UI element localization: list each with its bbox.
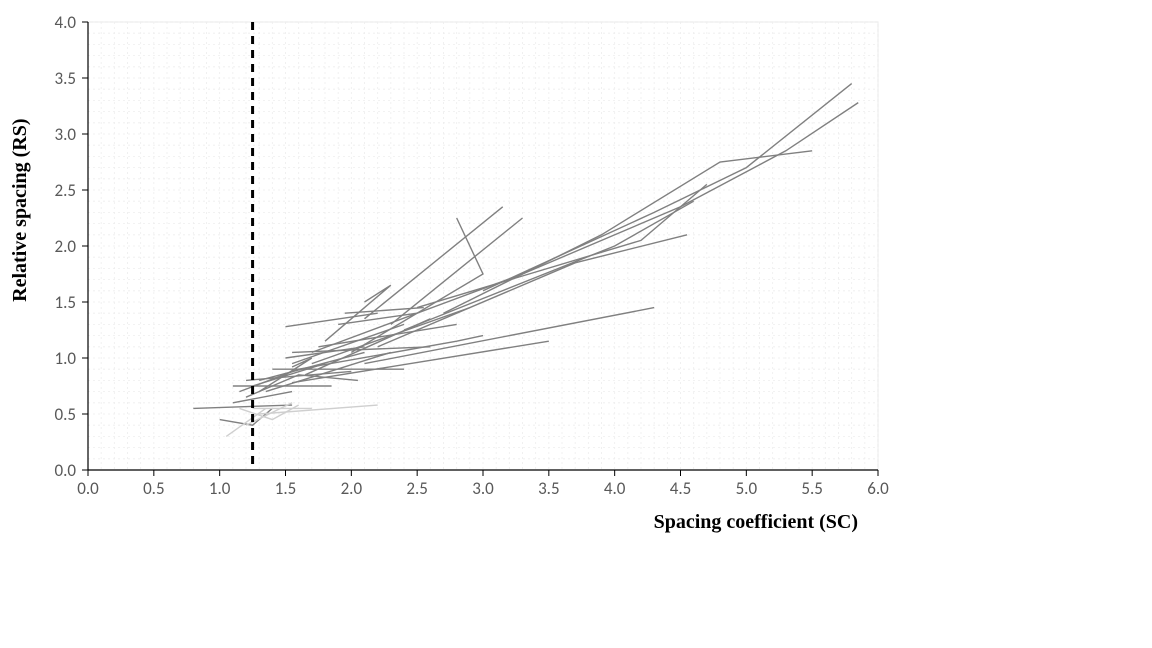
x-tick-label: 2.0 bbox=[341, 478, 363, 499]
y-tick-label: 2.0 bbox=[54, 236, 76, 257]
x-tick-label: 2.5 bbox=[406, 478, 428, 499]
y-tick-label: 4.0 bbox=[54, 12, 76, 33]
x-axis-label: Spacing coefficient (SC) bbox=[654, 511, 858, 533]
y-tick-label: 0.0 bbox=[54, 460, 76, 481]
y-axis-label: Relative spacing (RS) bbox=[9, 118, 31, 301]
y-tick-label: 1.0 bbox=[54, 348, 76, 369]
x-tick-label: 1.5 bbox=[275, 478, 297, 499]
x-tick-label: 1.0 bbox=[209, 478, 231, 499]
x-tick-label: 4.5 bbox=[670, 478, 692, 499]
x-tick-label: 0.0 bbox=[77, 478, 99, 499]
x-tick-label: 6.0 bbox=[867, 478, 889, 499]
y-tick-label: 3.0 bbox=[54, 124, 76, 145]
y-tick-label: 2.5 bbox=[54, 180, 76, 201]
x-tick-label: 5.5 bbox=[801, 478, 823, 499]
y-tick-label: 1.5 bbox=[54, 292, 76, 313]
x-tick-label: 3.0 bbox=[472, 478, 494, 499]
y-tick-label: 3.5 bbox=[54, 68, 76, 89]
x-tick-label: 4.0 bbox=[604, 478, 626, 499]
rs-vs-sc-chart: 0.0 0.5 1.0 1.5 2.0 2.5 3.0 3.5 4.0 4.5 5.0 5.5 6.0 0… bbox=[0, 0, 1152, 648]
x-tick-label: 0.5 bbox=[143, 478, 165, 499]
x-tick-label: 5.0 bbox=[736, 478, 758, 499]
x-tick-label: 3.5 bbox=[538, 478, 560, 499]
y-tick-label: 0.5 bbox=[54, 404, 76, 425]
